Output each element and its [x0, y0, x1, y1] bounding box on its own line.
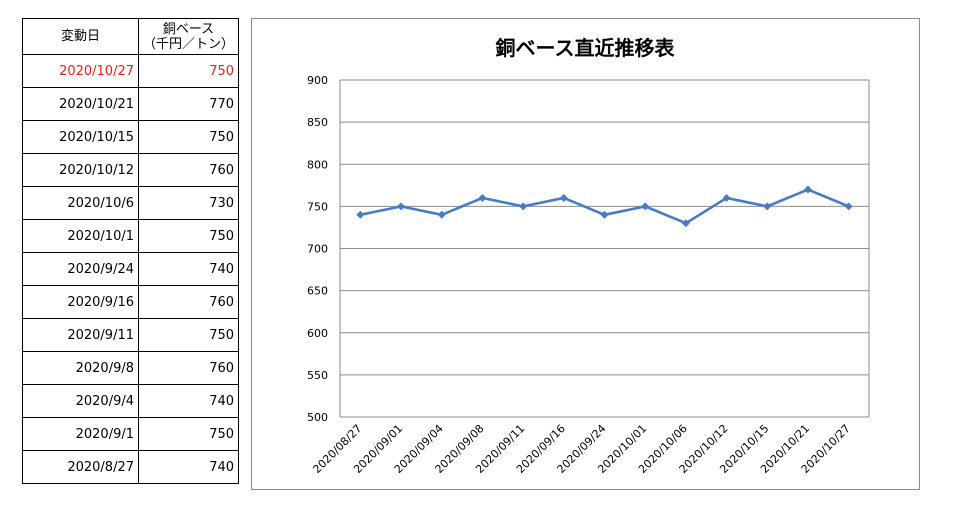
chart-svg: 銅ベース直近推移表 500550600650700750800850900202… [307, 36, 870, 476]
table-row: 2020/9/8 760 [22, 351, 240, 385]
row-date: 2020/9/24 [22, 252, 139, 286]
row-price: 760 [137, 285, 240, 319]
row-price: 730 [137, 186, 240, 220]
y-tick-label: 700 [307, 243, 328, 256]
data-point-marker [437, 210, 446, 219]
row-date: 2020/10/27 [22, 54, 139, 88]
y-tick-label: 900 [307, 74, 328, 87]
chart-panel: 銅ベース直近推移表 500 550 600 650 700 750 800 850 900 202… [251, 18, 920, 490]
data-point-marker [722, 193, 731, 202]
y-tick-label: 800 [307, 158, 328, 171]
row-date: 2020/9/8 [22, 351, 139, 385]
row-date: 2020/8/27 [22, 450, 139, 484]
row-date: 2020/10/1 [22, 219, 139, 253]
y-tick-label: 500 [307, 411, 328, 424]
row-date: 2020/9/4 [22, 384, 139, 418]
data-point-marker [519, 202, 528, 211]
data-point-marker [803, 185, 812, 194]
header-date: 変動日 [22, 18, 139, 55]
table-row: 2020/10/12 760 [22, 153, 240, 187]
table-row: 2020/9/4 740 [22, 384, 240, 418]
table-row: 2020/10/27 750 [22, 54, 240, 88]
row-price: 750 [137, 417, 240, 451]
table-row: 2020/10/21 770 [22, 87, 240, 121]
header-price: 銅ベース （千円／トン） [137, 18, 240, 55]
row-price: 750 [137, 54, 240, 88]
chart-title: 銅ベース直近推移表 [496, 36, 676, 60]
table-header-row: 変動日 銅ベース （千円／トン） [22, 18, 240, 55]
price-table: 変動日 銅ベース （千円／トン） 2020/10/27 750 2020/10/21… [22, 18, 240, 484]
row-date: 2020/9/11 [22, 318, 139, 352]
table-row: 2020/9/11 750 [22, 318, 240, 352]
table-row: 2020/10/15 750 [22, 120, 240, 154]
row-price: 740 [137, 384, 240, 418]
row-price: 760 [137, 351, 240, 385]
table-row: 2020/10/6 730 [22, 186, 240, 220]
table-row: 2020/10/1 750 [22, 219, 240, 253]
y-tick-label: 650 [307, 285, 328, 298]
table-row: 2020/9/1 750 [22, 417, 240, 451]
data-point-marker [397, 202, 406, 211]
data-point-marker [478, 193, 487, 202]
row-price: 750 [137, 219, 240, 253]
row-price: 750 [137, 318, 240, 352]
data-point-marker [356, 210, 365, 219]
data-point-marker [559, 193, 568, 202]
table-body: 2020/10/27 750 2020/10/21 770 2020/10/15 750 2… [22, 54, 240, 484]
row-price: 770 [137, 87, 240, 121]
row-price: 750 [137, 120, 240, 154]
row-price: 740 [137, 252, 240, 286]
row-date: 2020/10/12 [22, 153, 139, 187]
table-row: 2020/8/27 740 [22, 450, 240, 484]
row-date: 2020/10/21 [22, 87, 139, 121]
row-date: 2020/10/6 [22, 186, 139, 220]
row-date: 2020/9/1 [22, 417, 139, 451]
data-point-marker [681, 219, 690, 228]
table-row: 2020/9/16 760 [22, 285, 240, 319]
y-tick-label: 750 [307, 200, 328, 213]
table-row: 2020/9/24 740 [22, 252, 240, 286]
header-price-line2: （千円／トン） [143, 36, 235, 52]
row-date: 2020/10/15 [22, 120, 139, 154]
data-point-marker [763, 202, 772, 211]
y-tick-label: 850 [307, 116, 328, 129]
data-point-marker [641, 202, 650, 211]
y-tick-label: 600 [307, 327, 328, 340]
header-price-line1: 銅ベース [162, 21, 215, 37]
data-point-marker [844, 202, 853, 211]
row-date: 2020/9/16 [22, 285, 139, 319]
data-point-marker [600, 210, 609, 219]
y-tick-label: 550 [307, 369, 328, 382]
row-price: 760 [137, 153, 240, 187]
row-price: 740 [137, 450, 240, 484]
